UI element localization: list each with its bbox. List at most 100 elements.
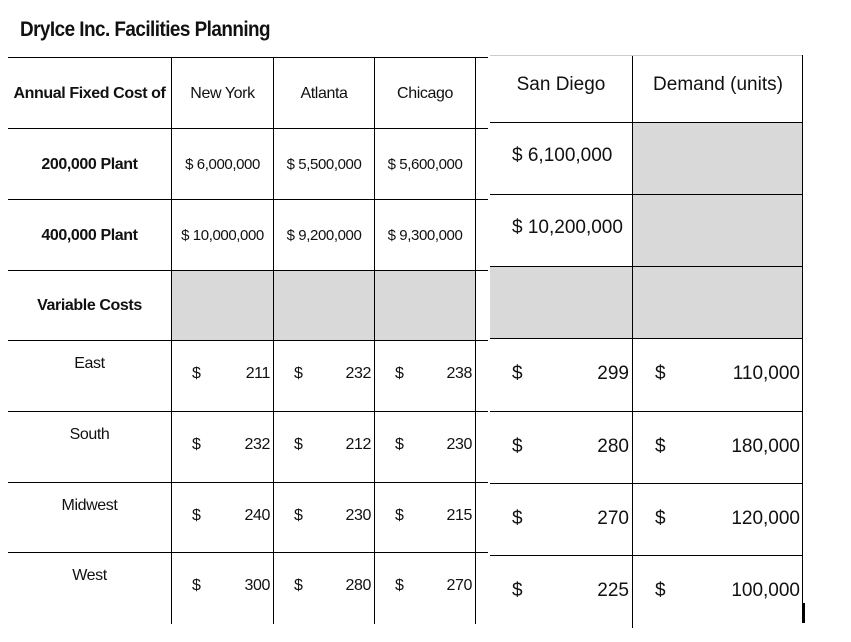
table-row: East $211 $232 $238 [8, 340, 488, 412]
table-cell: $299 [490, 339, 633, 412]
table-cell: $211 [172, 341, 274, 412]
currency-symbol: $ [395, 577, 404, 594]
table-row: 400,000 Plant $ 10,000,000 $ 9,200,000 $… [8, 199, 488, 271]
table-cell: $ 5,600,000 [375, 129, 476, 200]
table-cell: $230 [274, 483, 375, 553]
table-cell: $ 9,300,000 [375, 200, 476, 271]
table-cell: $ 5,500,000 [274, 129, 375, 200]
table-border [802, 55, 803, 623]
table-cell: $ 9,200,000 [274, 200, 375, 271]
table-cell: $232 [172, 412, 274, 483]
currency-symbol: $ [655, 436, 666, 457]
column-header-atlanta: Atlanta [274, 58, 375, 129]
currency-symbol: $ [192, 507, 201, 524]
currency-symbol: $ [395, 507, 404, 524]
table-row: Variable Costs [8, 270, 488, 341]
cell-value: 232 [345, 365, 372, 382]
currency-symbol: $ [294, 436, 303, 453]
table-row: $270 $120,000 [490, 483, 803, 556]
table-border [803, 603, 805, 623]
table-cell: $100,000 [633, 556, 803, 628]
table-cell: $280 [274, 553, 375, 624]
currency-symbol: $ [655, 508, 666, 529]
table-row: South $232 $212 $230 [8, 411, 488, 483]
table-row: $ 10,200,000 [490, 194, 803, 267]
row-label: 200,000 Plant [8, 129, 172, 200]
cell-value: 225 [597, 580, 629, 601]
currency-symbol: $ [512, 363, 523, 384]
column-header-demand: Demand (units) [653, 74, 783, 95]
table-cell: $212 [274, 412, 375, 483]
currency-symbol: $ [294, 577, 303, 594]
table-row: Midwest $240 $230 $215 [8, 482, 488, 553]
cell-value: 230 [446, 436, 473, 453]
currency-symbol: $ [512, 436, 523, 457]
currency-symbol: $ [395, 365, 404, 382]
currency-symbol: $ [192, 365, 201, 382]
currency-symbol: $ [192, 436, 201, 453]
table-cell: $ 6,000,000 [172, 129, 274, 200]
empty-cell [172, 271, 274, 341]
cell-value: 212 [345, 436, 372, 453]
currency-symbol: $ [294, 507, 303, 524]
column-header-chicago: Chicago [375, 58, 476, 129]
row-label: East [8, 341, 172, 412]
table-cell: $232 [274, 341, 375, 412]
corner-header: Annual Fixed Cost of [8, 58, 172, 129]
currency-symbol: $ [294, 365, 303, 382]
table-cell: $ 10,200,000 [490, 195, 633, 267]
empty-cell [633, 195, 803, 267]
table-cell: $238 [375, 341, 476, 412]
table-row: $225 $100,000 [490, 555, 803, 628]
column-header-san-diego: San Diego [490, 56, 633, 123]
currency-symbol: $ [655, 363, 666, 384]
cell-value: 120,000 [731, 508, 800, 529]
empty-cell [633, 123, 803, 195]
currency-symbol: $ [655, 580, 666, 601]
cell-value: 232 [244, 436, 271, 453]
table-cell: $300 [172, 553, 274, 624]
table-row [490, 266, 803, 339]
currency-symbol: $ [512, 508, 523, 529]
cell-value: 215 [446, 507, 473, 524]
table-header-row: San Diego Demand (units) [490, 55, 803, 123]
empty-cell [274, 271, 375, 341]
table-cell: $120,000 [633, 484, 803, 556]
empty-cell [375, 271, 476, 341]
table-cell: $110,000 [633, 339, 803, 412]
row-label: Midwest [8, 483, 172, 553]
row-label: 400,000 Plant [8, 200, 172, 271]
table-cell: $270 [375, 553, 476, 624]
cell-value: 100,000 [731, 580, 800, 601]
table-row: 200,000 Plant $ 6,000,000 $ 5,500,000 $ … [8, 128, 488, 200]
table-cell: $280 [490, 412, 633, 484]
table-row: West $300 $280 $270 [8, 552, 488, 624]
table-row: $299 $110,000 [490, 338, 803, 412]
currency-symbol: $ [192, 577, 201, 594]
table-cell: $230 [375, 412, 476, 483]
empty-cell [490, 267, 633, 339]
empty-cell [633, 267, 803, 339]
cell-value: 280 [597, 436, 629, 457]
table-cell: $215 [375, 483, 476, 553]
table-cell: $ 6,100,000 [490, 123, 633, 195]
currency-symbol: $ [395, 436, 404, 453]
table-cell: $ 10,000,000 [172, 200, 274, 271]
cell-value: 230 [345, 507, 372, 524]
table-row: $ 6,100,000 [490, 122, 803, 195]
row-label: South [8, 412, 172, 483]
row-label: West [8, 553, 172, 624]
cell-value: 270 [597, 508, 629, 529]
cell-value: 238 [446, 365, 473, 382]
cell-value: 211 [245, 365, 271, 382]
currency-symbol: $ [512, 580, 523, 601]
cell-value: 300 [244, 577, 271, 594]
column-header-new-york: New York [172, 58, 274, 129]
table-cell: $270 [490, 484, 633, 556]
cell-value: 299 [597, 363, 629, 384]
section-label: Variable Costs [8, 271, 172, 341]
cell-value: 280 [345, 577, 372, 594]
table-header-row: Annual Fixed Cost of New York Atlanta Ch… [8, 57, 488, 129]
table-cell: $180,000 [633, 412, 803, 484]
table-cell: $225 [490, 556, 633, 628]
